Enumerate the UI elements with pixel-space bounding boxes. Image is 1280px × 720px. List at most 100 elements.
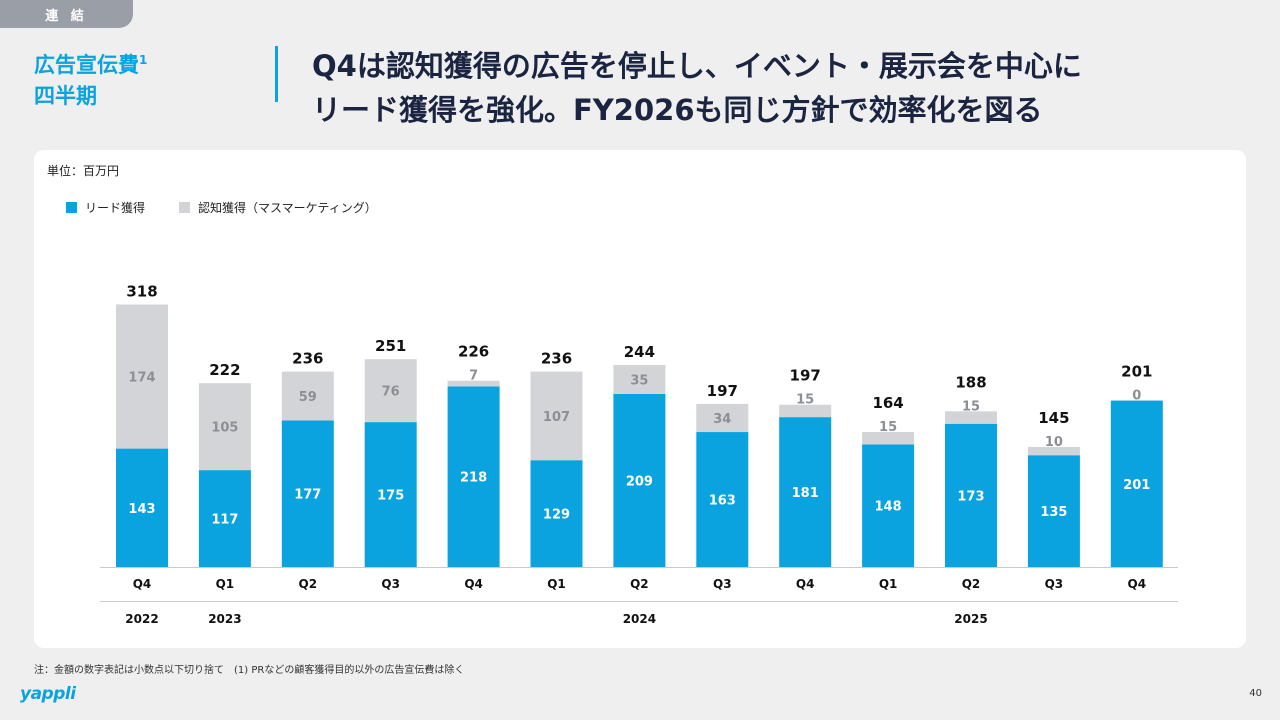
footnote: 注：金額の数字表記は小数点以下切り捨て (1) PRなどの顧客獲得目的以外の広告… — [34, 665, 465, 676]
label-total-1: 222 — [209, 361, 240, 379]
bar-awareness-10 — [945, 411, 997, 424]
bar-awareness-11 — [1027, 446, 1080, 456]
tick-label-7: Q3 — [713, 577, 732, 591]
section-title-text: 広告宣伝費 — [34, 53, 139, 77]
bar-awareness-1 — [198, 383, 251, 471]
legend-swatch-awareness — [179, 202, 191, 213]
label-total-10: 188 — [955, 373, 986, 391]
label-awareness-0: 174 — [128, 371, 155, 386]
bar-awareness-8 — [779, 404, 832, 418]
legend-item-lead: リード獲得 — [66, 199, 145, 216]
year-label-1: 2023 — [208, 612, 241, 626]
label-awareness-7: 34 — [713, 412, 731, 427]
label-lead-4: 218 — [460, 471, 487, 486]
label-lead-0: 143 — [128, 502, 155, 517]
label-lead-8: 181 — [792, 486, 819, 501]
bar-lead-3 — [364, 422, 417, 567]
chart-legend: リード獲得 認知獲得（マスマーケティング） — [66, 199, 411, 216]
label-total-4: 226 — [458, 343, 489, 361]
bar-lead-9 — [862, 444, 915, 567]
bar-lead-7 — [696, 432, 749, 567]
label-total-7: 197 — [707, 382, 738, 400]
bar-lead-0 — [116, 448, 168, 567]
tick-label-5: Q1 — [547, 577, 566, 591]
label-awareness-10: 15 — [962, 399, 980, 414]
label-lead-2: 177 — [294, 488, 321, 503]
tick-label-6: Q2 — [630, 577, 649, 591]
year-label-3: 2025 — [954, 612, 987, 626]
label-total-2: 236 — [292, 350, 323, 368]
page-number: 40 — [1249, 688, 1262, 699]
bar-awareness-0 — [116, 304, 168, 449]
bar-lead-4 — [447, 386, 500, 567]
bar-awareness-6 — [613, 364, 666, 394]
label-lead-11: 135 — [1040, 505, 1067, 520]
bar-awareness-3 — [364, 359, 417, 423]
tick-label-12: Q4 — [1128, 577, 1147, 591]
label-total-5: 236 — [541, 350, 572, 368]
tick-label-10: Q2 — [962, 577, 981, 591]
label-lead-5: 129 — [543, 508, 570, 523]
legend-label-lead: リード獲得 — [85, 201, 146, 215]
bar-lead-2 — [281, 420, 334, 567]
label-lead-10: 173 — [957, 489, 984, 504]
label-lead-9: 148 — [875, 500, 902, 515]
year-label-0: 2022 — [125, 612, 158, 626]
legend-swatch-lead — [66, 202, 77, 213]
year-label-2: 2024 — [623, 612, 656, 626]
label-lead-3: 175 — [377, 489, 404, 504]
label-total-11: 145 — [1038, 409, 1069, 427]
tick-label-0: Q4 — [133, 577, 152, 591]
label-total-8: 197 — [790, 367, 821, 385]
bar-lead-1 — [198, 470, 251, 567]
bar-lead-10 — [945, 423, 997, 567]
label-lead-6: 209 — [626, 474, 653, 489]
label-awareness-9: 15 — [879, 420, 897, 435]
section-title: 広告宣伝費1 四半期 — [34, 45, 147, 112]
bar-lead-8 — [779, 417, 832, 567]
bar-awareness-4 — [447, 380, 500, 387]
section-subtitle: 四半期 — [34, 84, 97, 108]
label-awareness-2: 59 — [299, 390, 317, 405]
footnote-marker: 1 — [139, 53, 148, 67]
label-total-12: 201 — [1121, 363, 1152, 381]
label-total-9: 164 — [872, 394, 903, 412]
bar-lead-11 — [1027, 455, 1080, 567]
label-awareness-8: 15 — [796, 393, 814, 408]
headline-line-1: Q4は認知獲得の広告を停止し、イベント・展示会を中心に — [312, 49, 1082, 83]
tick-label-8: Q4 — [796, 577, 815, 591]
bar-lead-5 — [530, 460, 583, 567]
bar-lead-6 — [613, 393, 666, 567]
label-awareness-6: 35 — [630, 373, 648, 388]
yappli-logo: yappli — [20, 684, 76, 704]
label-total-3: 251 — [375, 337, 406, 355]
tick-label-1: Q1 — [216, 577, 235, 591]
label-total-0: 318 — [126, 283, 157, 301]
tick-label-2: Q2 — [299, 577, 318, 591]
tick-label-9: Q1 — [879, 577, 898, 591]
consolidated-tag: 連 結 — [0, 0, 133, 28]
legend-label-awareness: 認知獲得（マスマーケティング） — [198, 201, 377, 215]
label-awareness-12: 0 — [1132, 389, 1141, 404]
bar-awareness-5 — [530, 371, 583, 461]
label-lead-1: 117 — [211, 513, 238, 528]
label-total-6: 244 — [624, 343, 655, 361]
bar-lead-12 — [1110, 400, 1163, 567]
label-awareness-4: 7 — [469, 369, 478, 384]
unit-label: 単位：百万円 — [47, 164, 120, 178]
label-awareness-11: 10 — [1045, 435, 1063, 450]
bar-awareness-9 — [862, 432, 915, 445]
headline: Q4は認知獲得の広告を停止し、イベント・展示会を中心に リード獲得を強化。FY2… — [312, 44, 1252, 132]
label-lead-7: 163 — [709, 494, 736, 509]
bar-awareness-7 — [696, 403, 749, 433]
legend-item-awareness: 認知獲得（マスマーケティング） — [179, 199, 377, 216]
label-awareness-5: 107 — [543, 410, 570, 425]
label-lead-12: 201 — [1123, 478, 1150, 493]
label-awareness-3: 76 — [382, 385, 400, 400]
title-divider — [275, 46, 278, 102]
label-awareness-1: 105 — [211, 421, 238, 436]
headline-line-2: リード獲得を強化。FY2026も同じ方針で効率化を図る — [312, 93, 1043, 127]
bar-awareness-2 — [281, 371, 334, 421]
tick-label-11: Q3 — [1045, 577, 1064, 591]
